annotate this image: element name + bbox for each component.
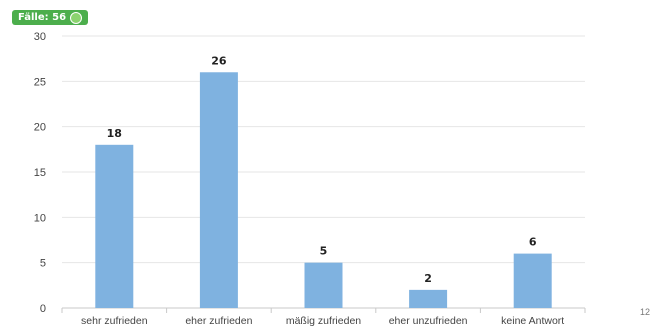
y-tick-label: 25 — [34, 76, 46, 88]
bar — [199, 72, 238, 309]
data-label: 6 — [529, 236, 537, 249]
data-label: 18 — [107, 127, 122, 140]
case-count-badge: Fälle: 56 — [12, 10, 89, 25]
x-category-label: mäßig zufrieden — [286, 315, 361, 327]
x-category-label: eher unzufrieden — [389, 315, 468, 327]
x-category-label: sehr zufrieden — [81, 315, 148, 327]
y-tick-label: 10 — [34, 212, 46, 224]
y-axis-ticks: 0 5 10 15 20 25 30 — [34, 31, 46, 315]
y-tick-label: 30 — [34, 31, 46, 43]
bars — [95, 72, 552, 309]
status-dot-icon — [70, 11, 83, 24]
y-tick-label: 20 — [34, 122, 46, 134]
bar — [513, 253, 552, 308]
bar — [95, 144, 134, 308]
page-number: 12 — [639, 307, 650, 317]
data-label: 26 — [211, 54, 227, 67]
y-tick-label: 0 — [40, 303, 46, 315]
data-label: 2 — [424, 272, 432, 285]
case-count-label: Fälle: 56 — [18, 12, 67, 23]
x-category-label: eher zufrieden — [185, 315, 252, 327]
x-category-label: keine Antwort — [501, 315, 564, 327]
bar — [409, 289, 448, 308]
y-tick-label: 5 — [40, 258, 46, 270]
y-tick-label: 15 — [34, 167, 46, 179]
x-axis-categories: sehr zufrieden eher zufrieden mäßig zufrie… — [61, 308, 586, 327]
bar — [304, 262, 343, 308]
data-label: 5 — [320, 245, 328, 258]
